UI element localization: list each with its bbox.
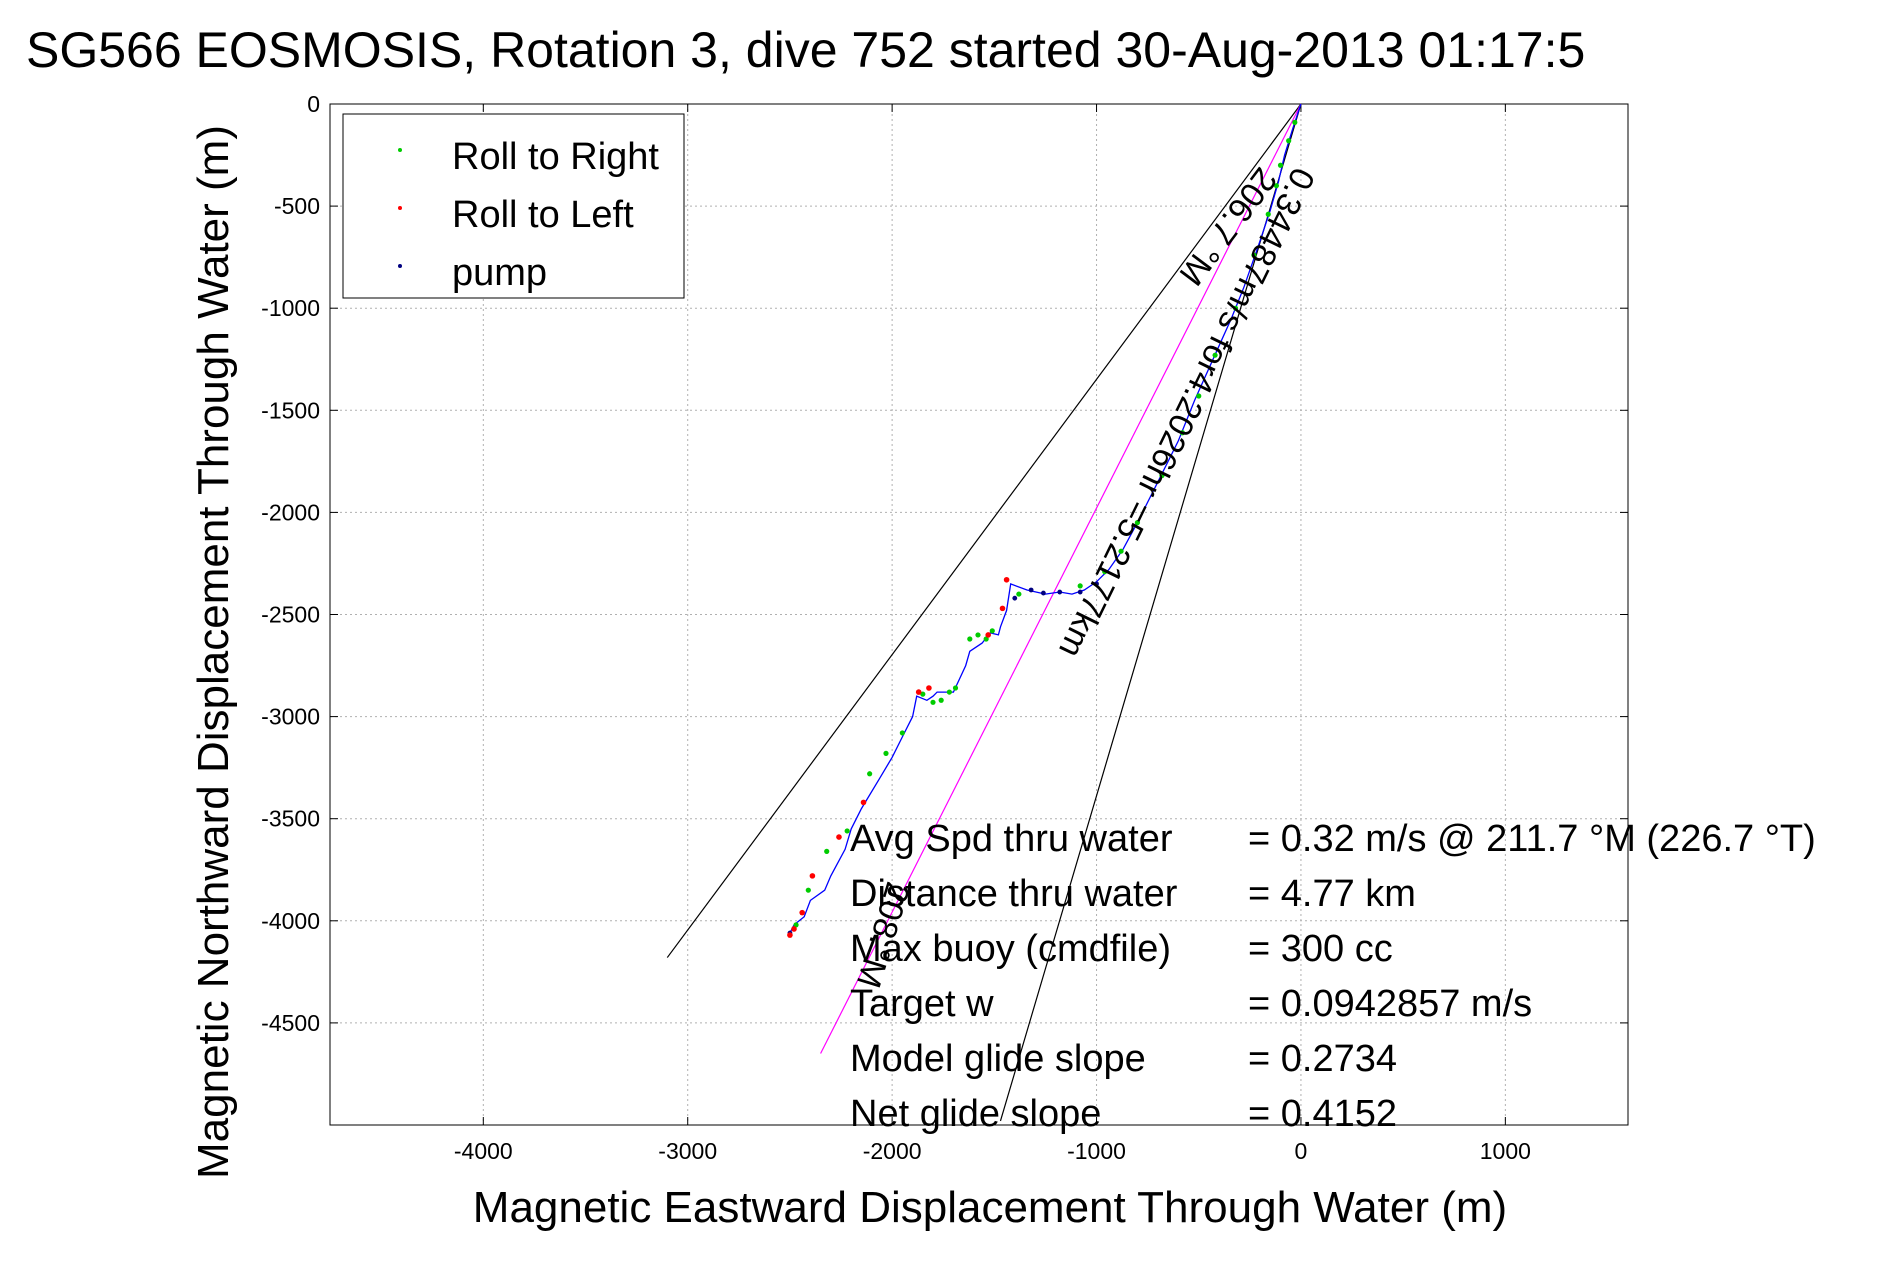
roll-right-point <box>867 771 873 777</box>
stat-value-avg-speed: = 0.32 m/s @ 211.7 °M (226.7 °T) <box>1248 818 1816 860</box>
series-layer <box>787 103 1302 938</box>
stats-block: Avg Spd thru water = 0.32 m/s @ 211.7 °M… <box>850 818 1816 1135</box>
stat-value-target-w: = 0.0942857 m/s <box>1248 983 1532 1025</box>
roll-right-point <box>967 636 973 642</box>
roll-right-point <box>975 632 981 638</box>
roll-right-point <box>899 730 905 736</box>
y-tick-label: -4000 <box>261 908 320 934</box>
stat-label-avg-speed: Avg Spd thru water <box>850 818 1173 860</box>
stat-value-model-glide: = 0.2734 <box>1248 1038 1397 1080</box>
roll-right-point <box>946 689 952 695</box>
roll-right-point <box>1251 252 1257 258</box>
x-tick-label: -1000 <box>1067 1138 1126 1164</box>
reference-line <box>999 103 1302 1122</box>
reference-line <box>666 103 1302 958</box>
roll-right-point <box>883 750 889 756</box>
y-axis-label: Magnetic Northward Displacement Through … <box>189 125 238 1179</box>
stat-value-max-buoy: = 300 cc <box>1248 928 1393 970</box>
pump-point <box>1094 581 1099 587</box>
roll-left-point <box>860 799 867 806</box>
roll-right-point <box>1292 119 1298 125</box>
stat-value-distance: = 4.77 km <box>1248 873 1416 915</box>
legend-marker-pump <box>398 264 402 268</box>
roll-right-point <box>1196 393 1202 399</box>
y-tick-label: -2000 <box>261 499 320 525</box>
x-tick-label: -4000 <box>454 1138 513 1164</box>
stat-value-net-glide: = 0.4152 <box>1248 1093 1397 1135</box>
y-tick-label: 0 <box>307 91 320 117</box>
roll-left-point <box>836 834 842 840</box>
x-axis-ticks: -4000 -3000 -2000 -1000 0 1000 <box>454 104 1531 1164</box>
pump-point <box>1040 590 1046 596</box>
pump-point <box>1077 589 1083 595</box>
roll-left-point <box>799 909 805 916</box>
roll-right-point <box>1134 520 1141 526</box>
roll-right-point <box>1118 548 1124 554</box>
stat-label-net-glide: Net glide slope <box>850 1093 1101 1135</box>
roll-left-point <box>915 689 922 695</box>
y-tick-label: -1000 <box>261 295 320 321</box>
y-tick-label: -3000 <box>261 704 320 730</box>
roll-right-point <box>805 887 811 893</box>
roll-right-point <box>844 828 850 834</box>
roll-right-point <box>920 691 926 697</box>
roll-right-point <box>824 848 830 854</box>
roll-right-point <box>989 628 995 634</box>
roll-right-point <box>1102 569 1108 575</box>
x-tick-label: 1000 <box>1480 1138 1531 1164</box>
stat-label-model-glide: Model glide slope <box>850 1038 1146 1080</box>
roll-left-point <box>1003 576 1010 583</box>
pump-point <box>1057 589 1063 595</box>
roll-right-point <box>1273 183 1280 189</box>
roll-left-point <box>809 873 816 879</box>
roll-right-point <box>1265 211 1271 217</box>
y-axis-ticks: 0 -500 -1000 -1500 -2000 -2500 -3000 -3500 -4000… <box>261 91 1628 1036</box>
stat-label-target-w: Target w <box>850 983 994 1025</box>
roll-left-point <box>985 632 991 638</box>
roll-right-point <box>1077 583 1083 589</box>
y-tick-label: -1500 <box>261 397 320 423</box>
chart-title: SG566 EOSMOSIS, Rotation 3, dive 752 sta… <box>26 22 1585 78</box>
roll-right-point <box>1286 138 1292 144</box>
roll-right-point <box>952 685 959 691</box>
y-tick-label: -500 <box>274 193 320 219</box>
stat-label-distance: Distance thru water <box>850 873 1178 915</box>
y-tick-label: -2500 <box>261 602 320 628</box>
legend-label-pump: pump <box>452 252 547 294</box>
x-tick-label: -3000 <box>658 1138 717 1164</box>
roll-right-point <box>1179 430 1185 436</box>
pump-point <box>1028 587 1034 593</box>
track-line <box>789 103 1302 934</box>
x-tick-label: 0 <box>1295 1138 1308 1164</box>
reference-lines <box>666 103 1302 1122</box>
roll-left-point <box>791 926 797 932</box>
roll-right-point <box>983 636 989 642</box>
roll-right-point <box>1232 305 1239 311</box>
roll-right-point <box>1212 352 1218 358</box>
roll-right-point <box>938 697 944 703</box>
roll-left-point <box>999 605 1006 612</box>
x-axis-label: Magnetic Eastward Displacement Through W… <box>473 1183 1507 1232</box>
roll-right-point <box>930 699 936 705</box>
y-tick-label: -4500 <box>261 1010 320 1036</box>
reference-line <box>820 103 1302 1054</box>
roll-right-point <box>1159 473 1165 479</box>
roll-right-point <box>793 922 799 928</box>
roll-left-point <box>926 685 932 691</box>
legend-marker-roll-right <box>398 148 402 152</box>
legend: Roll to Right Roll to Left pump <box>342 113 685 299</box>
roll-right-point <box>1277 162 1284 168</box>
roll-left-point <box>787 932 793 938</box>
stat-label-max-buoy: Max buoy (cmdfile) <box>850 928 1171 970</box>
pump-point <box>1012 595 1018 601</box>
x-tick-label: -2000 <box>863 1138 922 1164</box>
roll-right-point <box>1016 591 1022 597</box>
legend-label-roll-right: Roll to Right <box>452 136 659 178</box>
y-tick-label: -3500 <box>261 806 320 832</box>
legend-marker-roll-left <box>398 206 402 210</box>
legend-label-roll-left: Roll to Left <box>452 194 634 236</box>
